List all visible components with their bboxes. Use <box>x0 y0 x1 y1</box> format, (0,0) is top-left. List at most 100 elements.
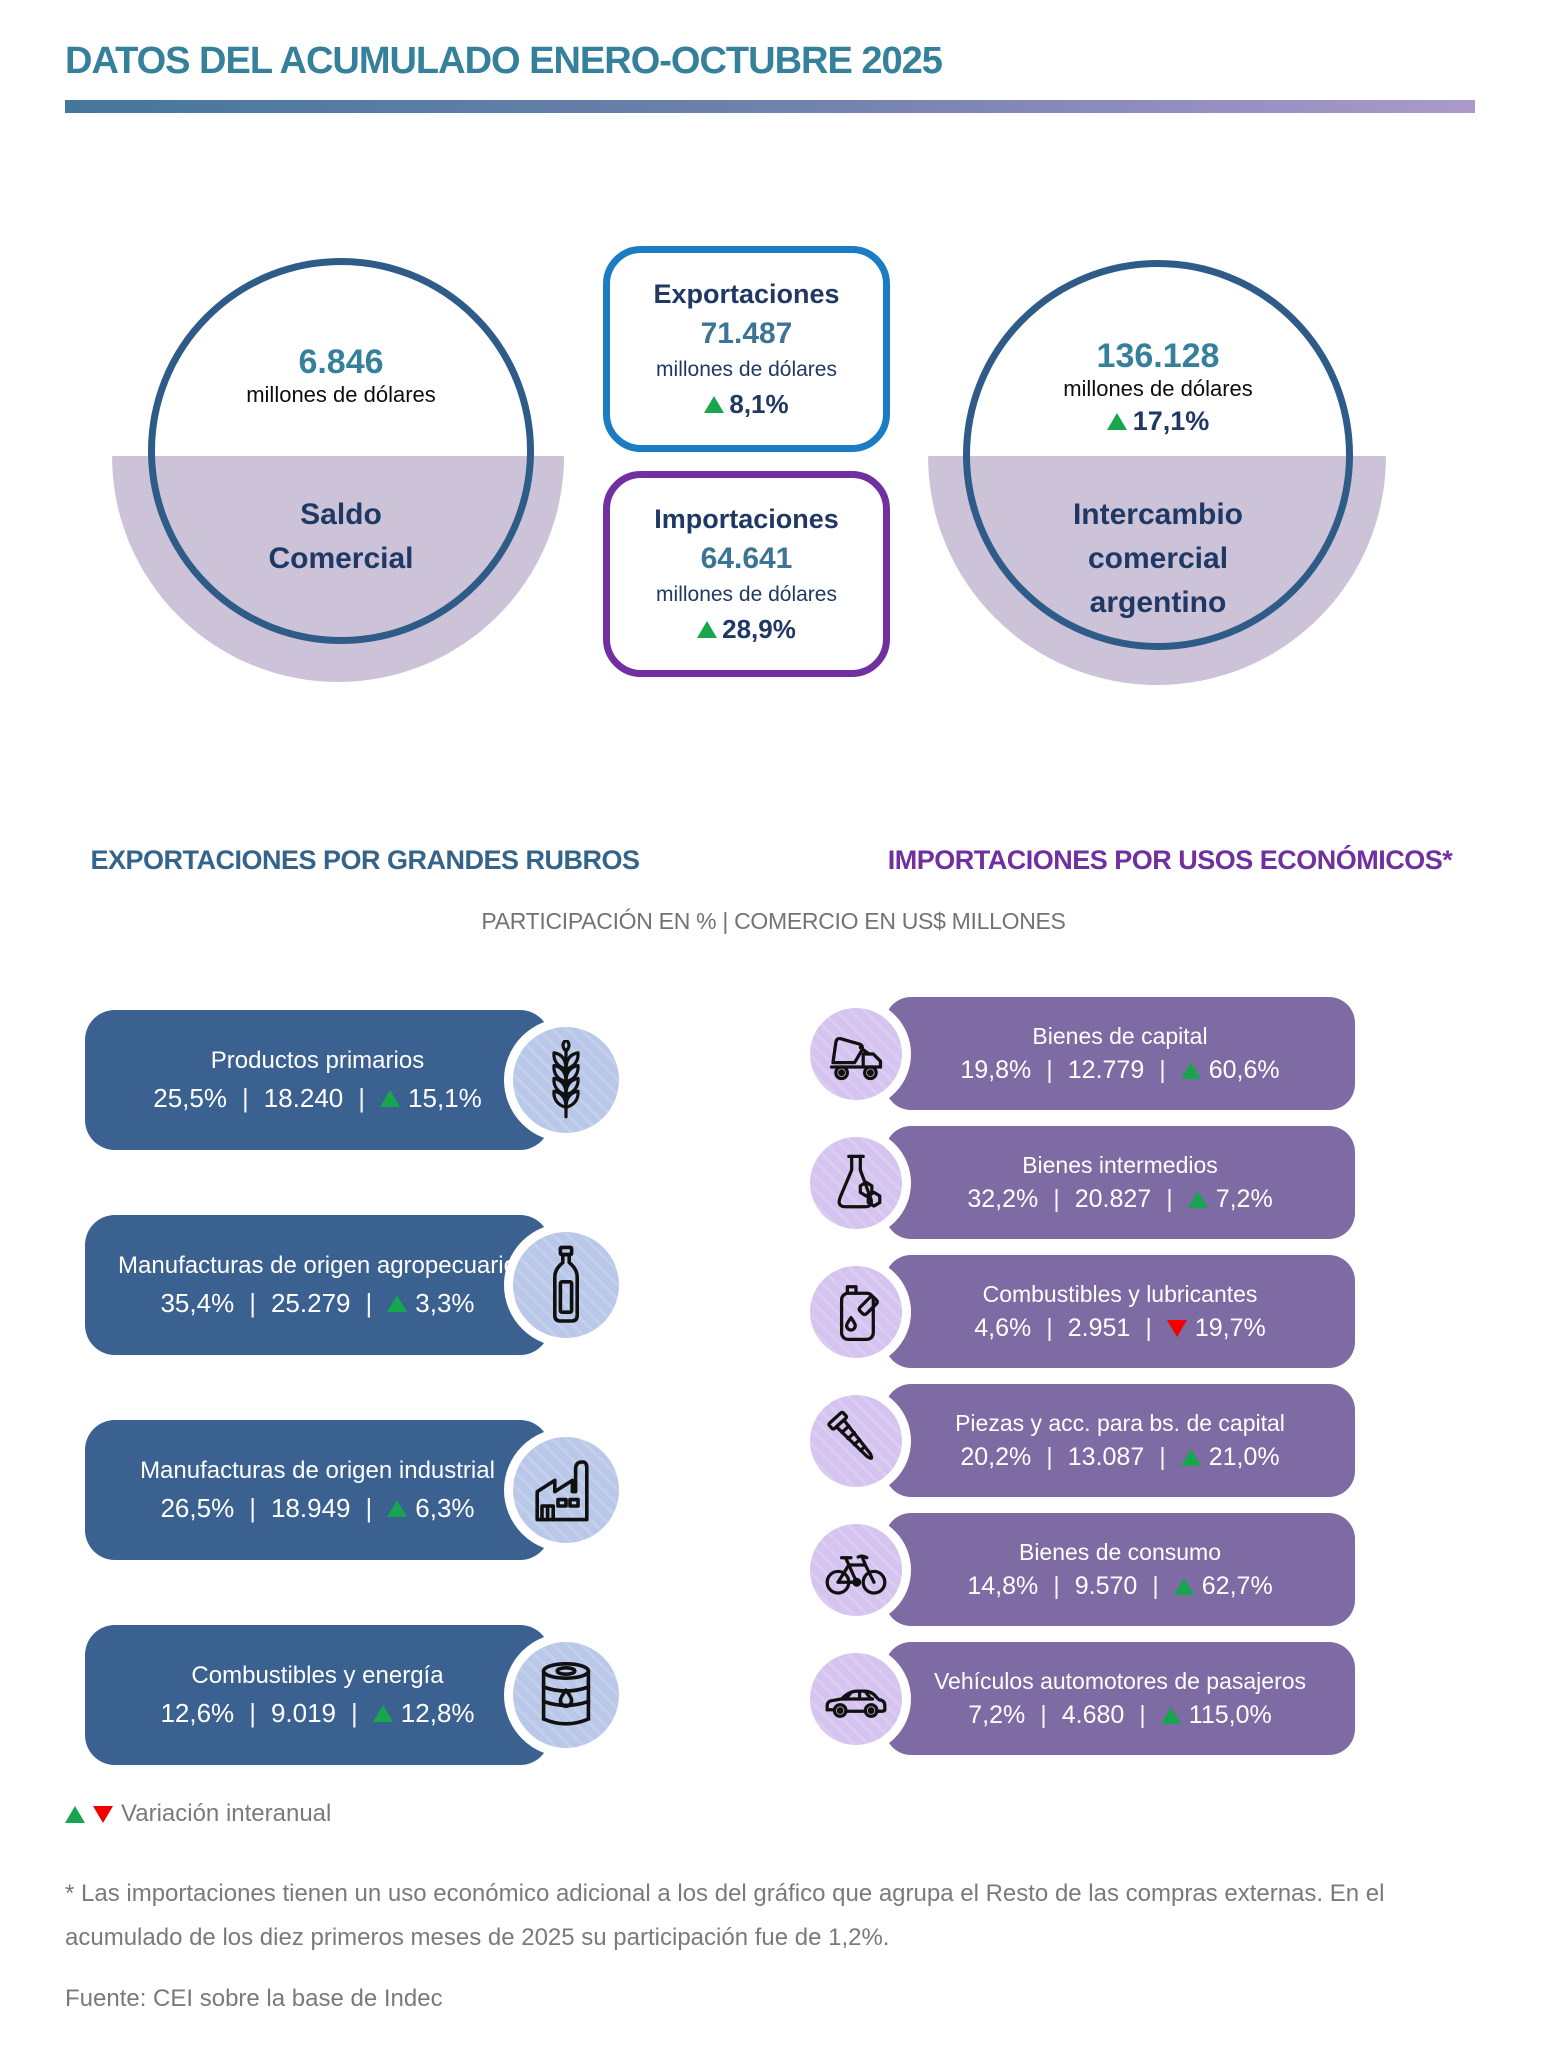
importaciones-value: 64.641 <box>700 541 793 575</box>
car-icon <box>801 1643 911 1754</box>
separator: | <box>365 1287 373 1318</box>
import-bar: Bienes de consumo 14,8% | 9.570 | 62,7% <box>885 1513 1355 1626</box>
import-row-label: Piezas y acc. para bs. de capital <box>955 1409 1285 1436</box>
separator: | <box>249 1492 256 1523</box>
importaciones-box: Importaciones 64.641 millones de dólares… <box>603 471 890 677</box>
export-row-share: 25,5% <box>153 1082 227 1113</box>
import-row: Bienes intermedios 32,2% | 20.827 | 7,2% <box>793 1126 1355 1239</box>
import-row-change: 19,7% <box>1194 1313 1266 1342</box>
intercambio-change: 17,1% <box>1132 406 1210 436</box>
export-row: Productos primarios 25,5% | 18.240 | 15,… <box>85 1010 645 1150</box>
bottle-icon <box>504 1223 628 1347</box>
export-row-stats: 12,6% | 9.019 | 12,8% <box>160 1698 474 1729</box>
export-row-value: 18.240 <box>263 1082 344 1113</box>
import-row-value: 12.779 <box>1067 1055 1145 1084</box>
separator: | <box>358 1082 366 1113</box>
triangle-up-icon <box>1180 1448 1201 1466</box>
export-row-change: 6,3% <box>415 1492 475 1523</box>
triangle-up-icon <box>1180 1061 1201 1079</box>
separator: | <box>1166 1184 1173 1213</box>
export-row-value: 18.949 <box>270 1492 351 1523</box>
import-bar: Bienes intermedios 32,2% | 20.827 | 7,2% <box>885 1126 1355 1239</box>
separator: | <box>249 1697 256 1728</box>
triangle-up-icon <box>372 1704 393 1722</box>
export-row-stats: 35,4% | 25.279 | 3,3% <box>160 1288 474 1319</box>
import-row-value: 13.087 <box>1067 1442 1145 1471</box>
import-row: Combustibles y lubricantes 4,6% | 2.951 … <box>793 1255 1355 1368</box>
title-gradient-rule <box>65 100 1475 113</box>
export-bar: Manufacturas de origen industrial 26,5% … <box>85 1420 550 1560</box>
export-bar: Combustibles y energía 12,6% | 9.019 | 1… <box>85 1625 550 1765</box>
intercambio-circle: 136.128 millones de dólares 17,1% Interc… <box>963 260 1353 650</box>
export-row-label: Manufacturas de origen agropecuario <box>118 1251 517 1279</box>
separator: | <box>1046 1313 1053 1342</box>
separator: | <box>1040 1700 1047 1729</box>
separator: | <box>249 1287 256 1318</box>
import-row-share: 14,8% <box>967 1571 1039 1600</box>
import-row-share: 4,6% <box>974 1313 1032 1342</box>
triangle-up-icon <box>1173 1577 1194 1595</box>
saldo-circle: 6.846 millones de dólares Saldo Comercia… <box>148 258 534 644</box>
oil-barrel-icon <box>504 1633 628 1757</box>
export-row-share: 12,6% <box>160 1697 235 1728</box>
import-row-change: 60,6% <box>1208 1055 1280 1084</box>
import-row-label: Bienes de capital <box>1032 1022 1208 1049</box>
flask-icon <box>801 1127 911 1238</box>
triangle-up-icon <box>1160 1706 1181 1724</box>
import-bar: Vehículos automotores de pasajeros 7,2% … <box>885 1642 1355 1755</box>
export-row: Manufacturas de origen agropecuario 35,4… <box>85 1215 645 1355</box>
import-row-value: 2.951 <box>1067 1313 1131 1342</box>
intercambio-label-line3: argentino <box>1089 586 1227 619</box>
separator: | <box>241 1082 249 1113</box>
intercambio-value: 136.128 <box>1096 337 1220 375</box>
intercambio-label-line2: comercial <box>1087 542 1229 575</box>
mixer-truck-icon <box>801 998 911 1109</box>
separator: | <box>1053 1571 1060 1600</box>
triangle-up-icon <box>65 1805 85 1823</box>
page-title: DATOS DEL ACUMULADO ENERO-OCTUBRE 2025 <box>65 40 943 82</box>
exportaciones-value: 71.487 <box>700 316 793 350</box>
export-rows-column: Productos primarios 25,5% | 18.240 | 15,… <box>85 1010 645 1830</box>
import-row-value: 4.680 <box>1061 1700 1125 1729</box>
import-row: Bienes de capital 19,8% | 12.779 | 60,6% <box>793 997 1355 1110</box>
export-bar: Manufacturas de origen agropecuario 35,4… <box>85 1215 550 1355</box>
intercambio-label-line1: Intercambio <box>1072 498 1244 531</box>
export-row-change: 15,1% <box>408 1082 482 1113</box>
import-bar: Piezas y acc. para bs. de capital 20,2% … <box>885 1384 1355 1497</box>
saldo-label-line2: Comercial <box>268 542 414 575</box>
source-note: Fuente: CEI sobre la base de Indec <box>65 1985 443 2012</box>
separator: | <box>1046 1442 1053 1471</box>
legend-text: Variación interanual <box>121 1800 332 1827</box>
export-row-label: Productos primarios <box>210 1046 425 1074</box>
separator: | <box>1139 1700 1146 1729</box>
import-row-stats: 19,8% | 12.779 | 60,6% <box>960 1056 1279 1085</box>
export-bar: Productos primarios 25,5% | 18.240 | 15,… <box>85 1010 550 1150</box>
factory-icon <box>504 1428 628 1552</box>
exportaciones-label: Exportaciones <box>653 278 840 309</box>
importaciones-label: Importaciones <box>654 503 839 534</box>
separator: | <box>1053 1184 1060 1213</box>
export-row-label: Combustibles y energía <box>191 1661 444 1689</box>
importaciones-change: 28,9% <box>722 613 796 644</box>
import-row: Bienes de consumo 14,8% | 9.570 | 62,7% <box>793 1513 1355 1626</box>
export-row: Combustibles y energía 12,6% | 9.019 | 1… <box>85 1625 645 1765</box>
import-row-share: 19,8% <box>960 1055 1032 1084</box>
imports-section-heading: IMPORTACIONES POR USOS ECONÓMICOS* <box>887 845 1453 875</box>
exportaciones-unit: millones de dólares <box>656 357 837 381</box>
import-row-share: 7,2% <box>968 1700 1026 1729</box>
import-row: Vehículos automotores de pasajeros 7,2% … <box>793 1642 1355 1755</box>
import-row: Piezas y acc. para bs. de capital 20,2% … <box>793 1384 1355 1497</box>
import-row-stats: 4,6% | 2.951 | 19,7% <box>974 1314 1265 1343</box>
screw-icon <box>801 1385 911 1496</box>
triangle-up-icon <box>704 395 725 413</box>
saldo-value: 6.846 <box>298 343 384 381</box>
bicycle-icon <box>801 1514 911 1625</box>
triangle-up-icon <box>1106 413 1127 430</box>
import-row-stats: 20,2% | 13.087 | 21,0% <box>960 1443 1279 1472</box>
separator: | <box>1159 1055 1166 1084</box>
separator: | <box>351 1697 358 1728</box>
exports-section-heading: EXPORTACIONES POR GRANDES RUBROS <box>90 845 640 875</box>
import-row-label: Bienes de consumo <box>1018 1538 1221 1565</box>
import-row-change: 21,0% <box>1208 1442 1280 1471</box>
